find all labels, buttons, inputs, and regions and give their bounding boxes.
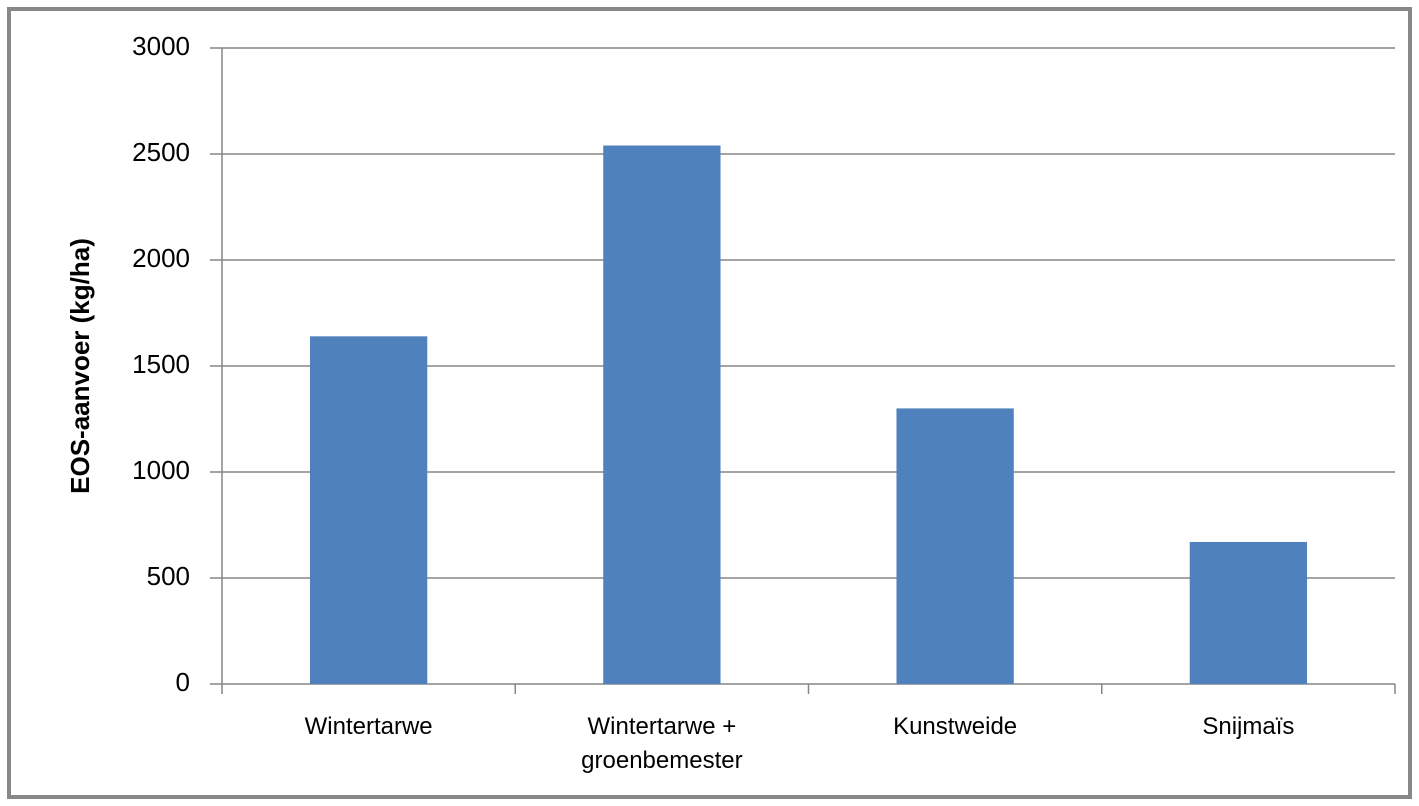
x-tick-label: Snijmaïs [1202,713,1295,740]
y-tick-label: 2000 [132,243,190,273]
bar [309,336,428,684]
bar [896,408,1014,684]
y-axis-title: EOS-aanvoer (kg/ha) [65,238,95,494]
y-tick-label: 0 [176,667,190,697]
x-tick-label: Wintertarwe + groenbemester [581,713,743,774]
y-tick-label: 3000 [132,31,190,61]
bar [603,145,721,684]
y-tick-label: 1500 [132,349,190,379]
y-tick-label: 2500 [132,137,190,167]
x-tick-label: Kunstweide [893,713,1018,740]
y-tick-label: 500 [147,561,190,591]
x-tick-label: Wintertarwe [304,713,433,740]
y-tick-label: 1000 [132,455,190,485]
bar [1189,541,1308,684]
